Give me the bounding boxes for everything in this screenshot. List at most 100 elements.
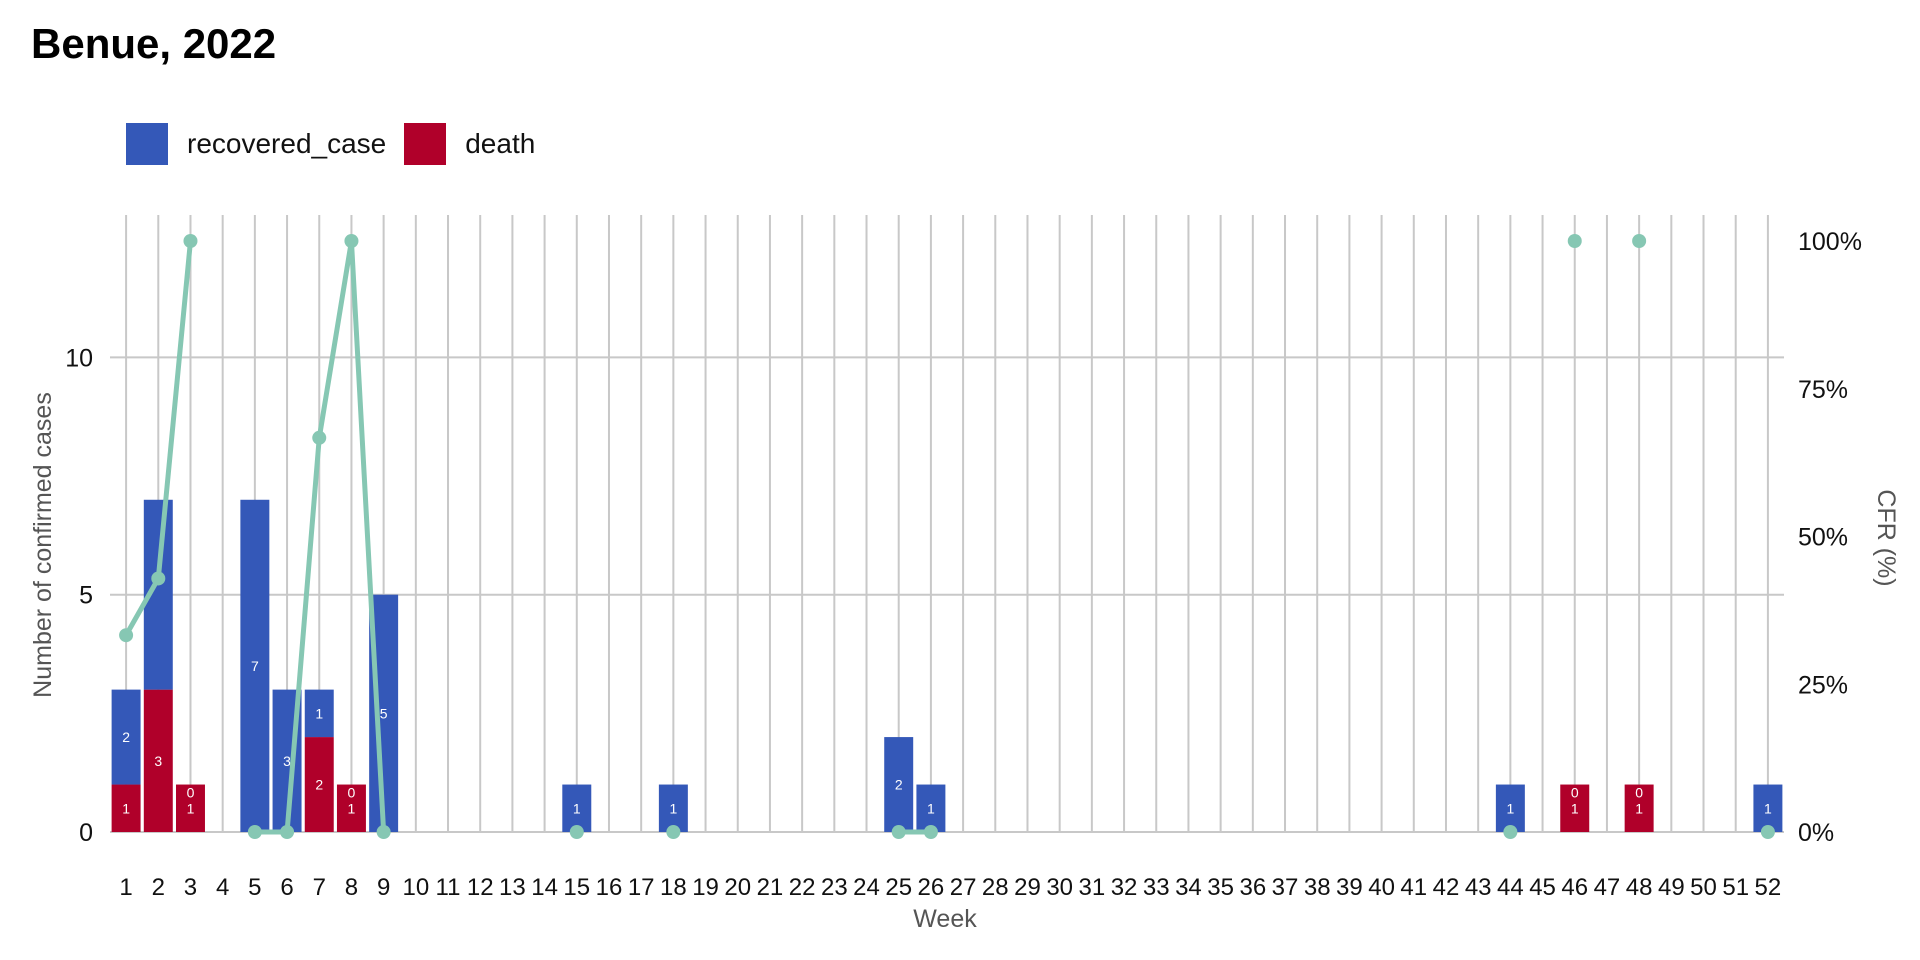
cfr-point [1632, 234, 1647, 248]
cfr-point [666, 825, 681, 839]
x-tick-label: 28 [982, 874, 1009, 901]
cfr-point [1503, 825, 1518, 839]
bar-label-recovered: 2 [122, 729, 130, 745]
x-tick-label: 24 [853, 874, 880, 901]
x-tick-label: 10 [402, 874, 429, 901]
cfr-point [1567, 234, 1582, 248]
x-tick-label: 27 [950, 874, 977, 901]
axis-layer: 1 2 3 4 5 6 7 8 9 10 11 12 13 14 15 16 17 18 19 20 21 22 23 24 2… [29, 228, 1900, 933]
cfr-point [344, 234, 359, 248]
x-tick-label: 16 [596, 874, 623, 901]
bar-label-death: 1 [187, 800, 195, 816]
x-tick-label: 22 [789, 874, 816, 901]
bar-layer [111, 499, 1783, 832]
x-tick-label: 33 [1143, 874, 1170, 901]
legend-swatch-death [404, 123, 447, 165]
x-tick-label: 23 [821, 874, 848, 901]
bar-recovered [658, 784, 688, 832]
x-tick-label: 13 [499, 874, 526, 901]
x-tick-label: 46 [1561, 874, 1588, 901]
bar-label-death: 3 [154, 753, 162, 769]
x-tick-label: 20 [724, 874, 751, 901]
bar-label-recovered: 3 [283, 753, 291, 769]
x-tick-label: 26 [918, 874, 945, 901]
x-tick-label: 18 [660, 874, 687, 901]
bar-recovered [1495, 784, 1525, 832]
bar-label-recovered: 1 [669, 800, 677, 816]
grid-layer [110, 215, 1784, 833]
x-tick-label: 15 [563, 874, 590, 901]
bar-death [175, 784, 205, 832]
bar-label-death: 1 [348, 800, 356, 816]
x-tick-label: 6 [280, 874, 293, 901]
chart-title: Benue, 2022 [31, 20, 277, 67]
x-tick-label: 21 [757, 874, 784, 901]
x-axis-title: Week [913, 905, 977, 933]
cfr-point [247, 825, 262, 839]
cfr-point [923, 825, 938, 839]
bar-death [304, 737, 334, 832]
bar-death [111, 784, 141, 832]
bar-label-zero: 0 [348, 785, 356, 801]
legend-label-death: death [465, 128, 536, 159]
cfr-line-layer [119, 234, 1775, 839]
x-tick-label: 12 [467, 874, 494, 901]
x-tick-label: 39 [1336, 874, 1363, 901]
x-tick-label: 44 [1497, 874, 1524, 901]
bar-label-zero: 0 [1571, 785, 1579, 801]
x-tick-label: 25 [885, 874, 912, 901]
y-axis-title: Number of confirmed cases [29, 392, 57, 698]
y-tick-label: 10 [65, 344, 93, 372]
y2-tick-label: 0% [1798, 819, 1834, 847]
x-tick-label: 45 [1529, 874, 1556, 901]
y-tick-label: 0 [79, 819, 93, 847]
bar-label-zero: 0 [1635, 785, 1643, 801]
bar-label-recovered: 2 [895, 777, 903, 793]
cfr-point [280, 825, 295, 839]
bar-recovered [240, 499, 270, 832]
cfr-point [183, 234, 198, 248]
x-tick-label: 31 [1079, 874, 1106, 901]
y2-tick-label: 75% [1798, 376, 1848, 404]
x-tick-label: 40 [1368, 874, 1395, 901]
bar-recovered [304, 689, 334, 738]
bar-recovered [111, 689, 141, 785]
x-tick-label: 34 [1175, 874, 1202, 901]
bar-label-recovered: 1 [315, 705, 323, 721]
x-tick-label: 35 [1207, 874, 1234, 901]
cfr-point [1760, 825, 1775, 839]
bar-label-recovered: 1 [573, 800, 581, 816]
x-tick-label: 30 [1046, 874, 1073, 901]
cfr-point [376, 825, 391, 839]
x-tick-label: 50 [1690, 874, 1717, 901]
x-tick-label: 43 [1465, 874, 1492, 901]
x-tick-label: 9 [377, 874, 390, 901]
y-tick-label: 5 [79, 582, 93, 610]
bar-label-recovered: 1 [927, 800, 935, 816]
legend-swatch-recovered [126, 123, 168, 165]
x-tick-label: 11 [436, 874, 461, 901]
x-tick-label: 38 [1304, 874, 1331, 901]
bar-label-death: 1 [122, 800, 130, 816]
bar-label-recovered: 1 [1506, 800, 1514, 816]
legend: recovered_case death [126, 123, 553, 165]
legend-item-recovered: recovered_case [126, 123, 386, 165]
bar-label-death: 1 [1571, 800, 1579, 816]
x-tick-label: 48 [1626, 874, 1653, 901]
x-tick-label: 17 [628, 874, 655, 901]
x-tick-label: 5 [248, 874, 261, 901]
bar-recovered [916, 784, 946, 832]
x-tick-label: 14 [531, 874, 558, 901]
y2-tick-label: 50% [1798, 524, 1848, 552]
legend-item-death: death [404, 123, 535, 165]
x-tick-label: 52 [1755, 874, 1782, 901]
x-tick-label: 36 [1239, 874, 1266, 901]
y2-tick-label: 100% [1798, 228, 1862, 256]
cfr-point [891, 825, 906, 839]
x-tick-label: 42 [1433, 874, 1460, 901]
x-tick-label: 8 [345, 874, 358, 901]
bar-death [1560, 784, 1590, 832]
x-tick-label: 1 [119, 874, 132, 901]
